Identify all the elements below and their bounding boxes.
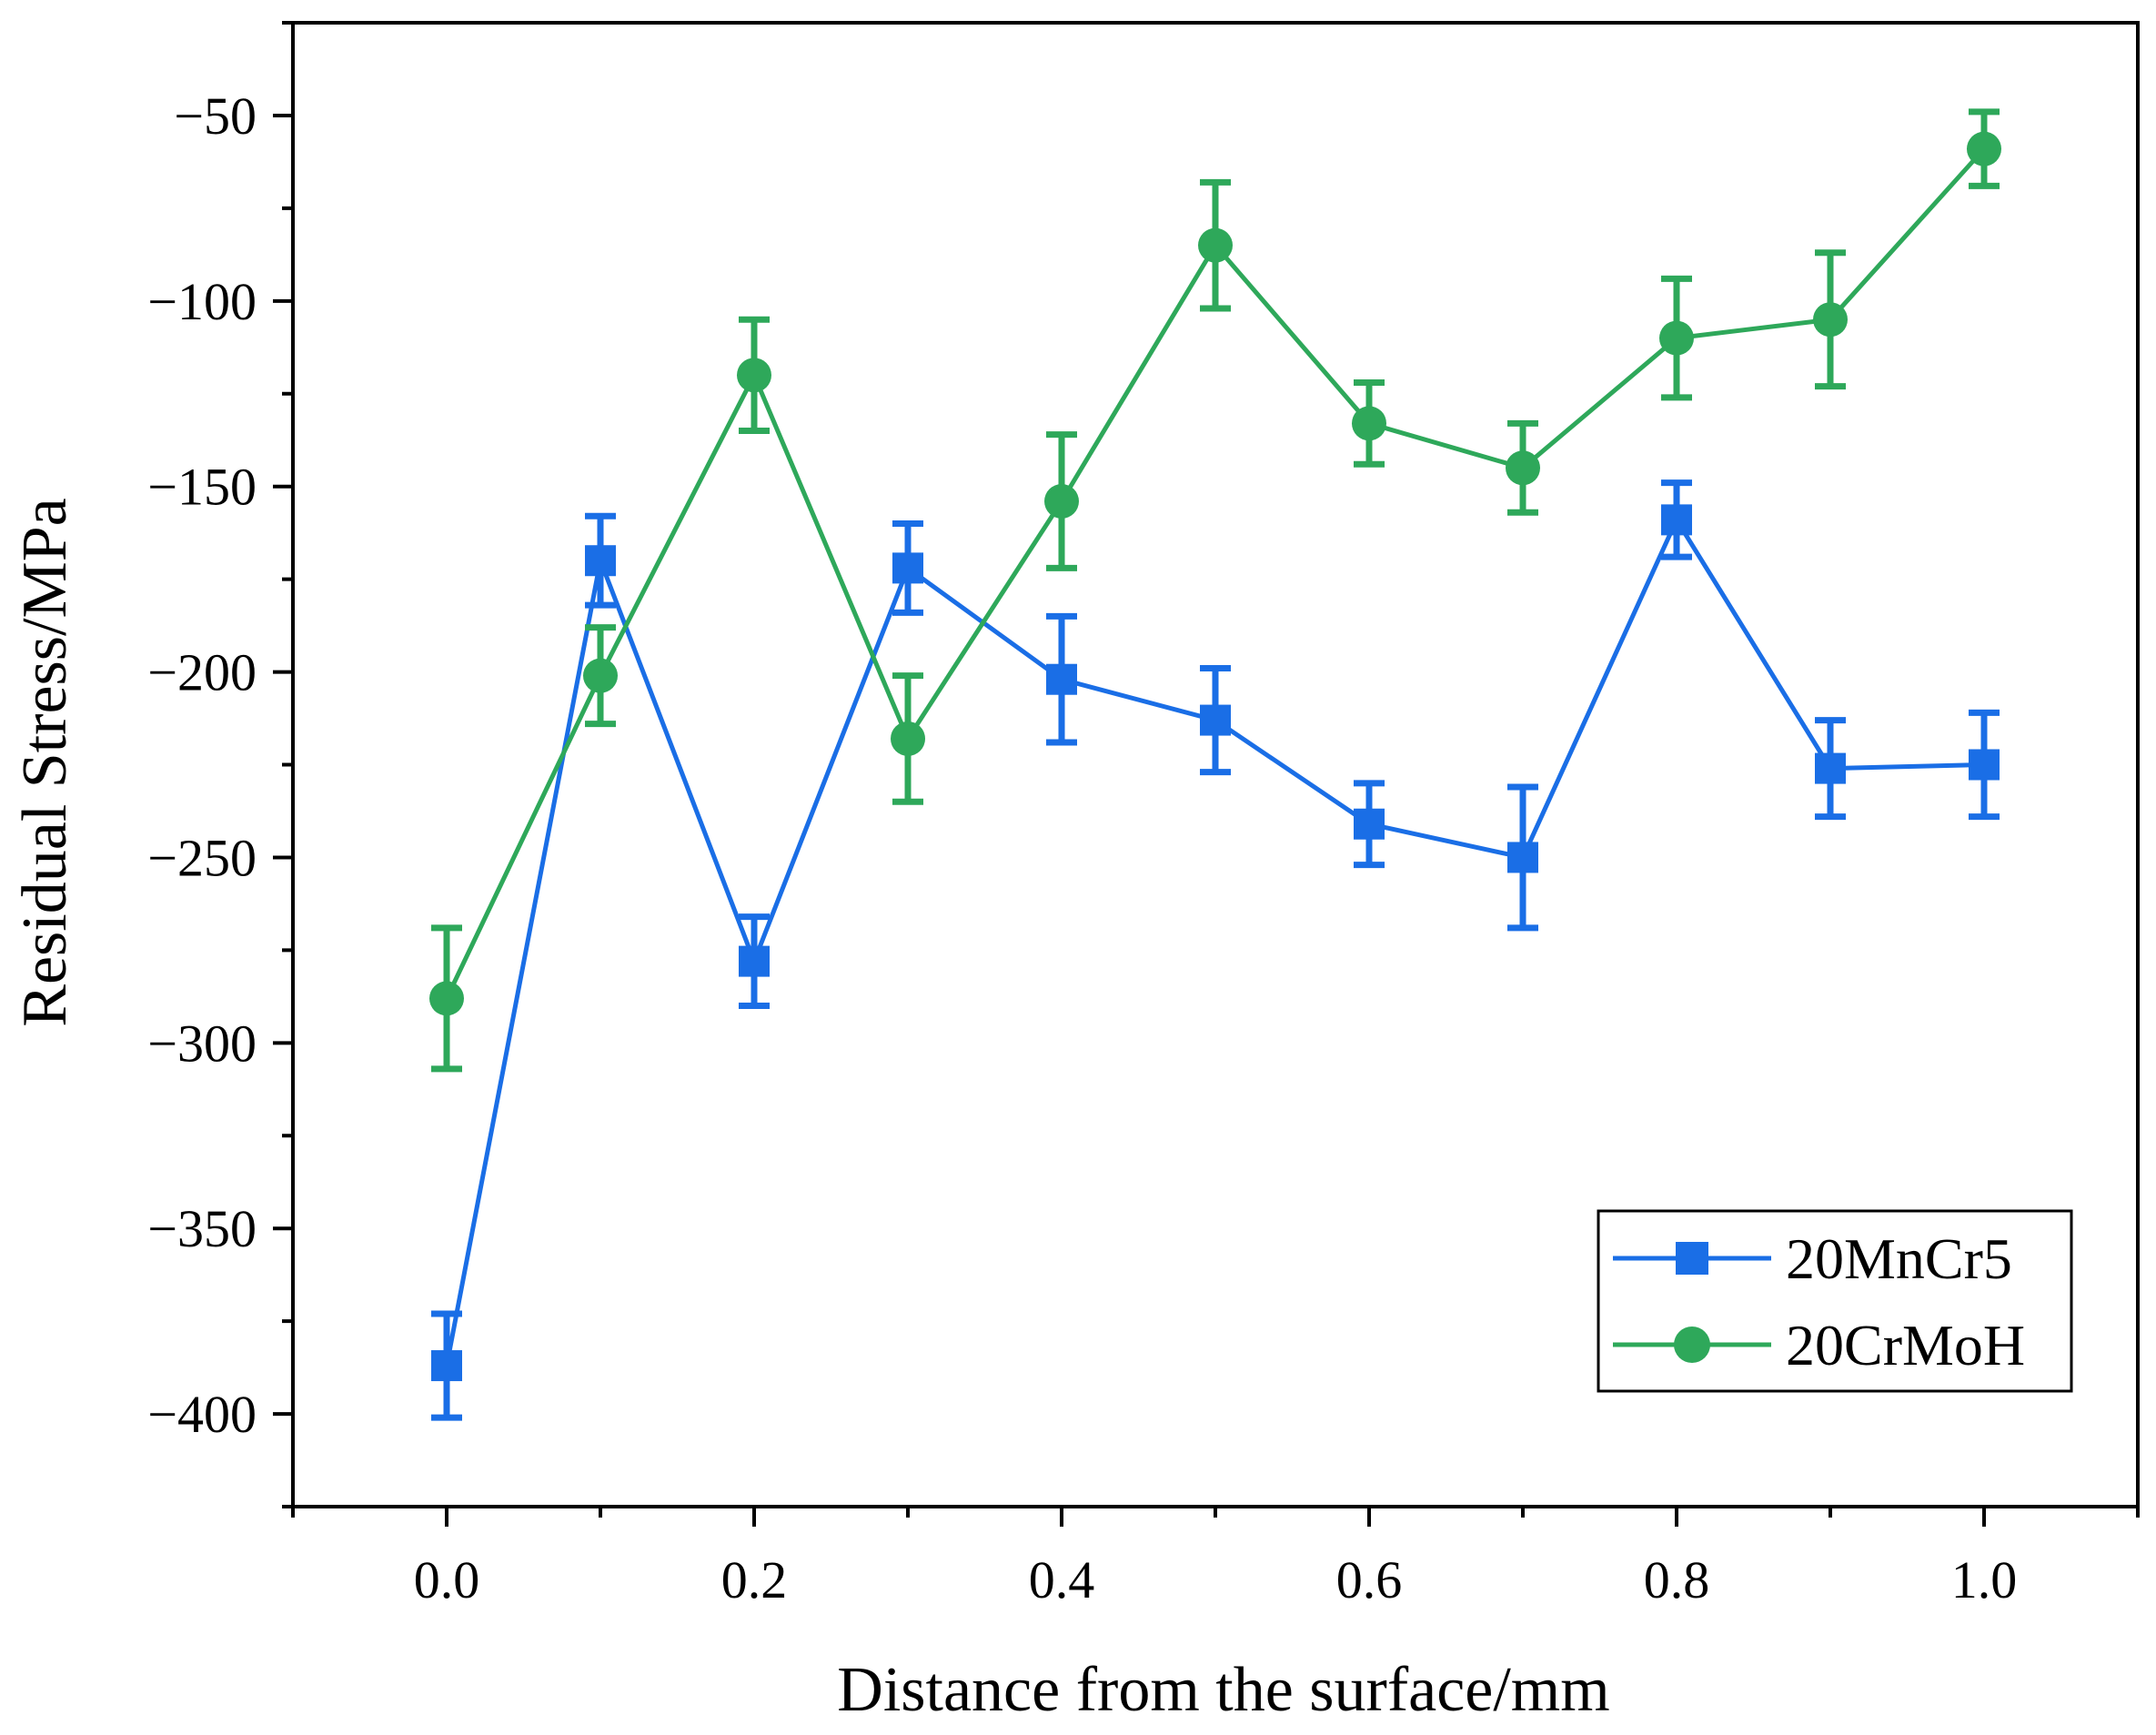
x-tick-label: 0.8 <box>1644 1550 1710 1609</box>
data-point <box>892 552 923 584</box>
y-tick-label: −150 <box>147 458 257 517</box>
data-point <box>1969 749 2000 781</box>
x-tick-label: 0.0 <box>414 1550 480 1609</box>
data-point <box>737 358 771 393</box>
data-point <box>1815 752 1846 784</box>
data-point <box>891 721 925 756</box>
data-point <box>583 658 618 693</box>
x-tick-label: 0.2 <box>721 1550 788 1609</box>
data-point <box>1354 808 1385 840</box>
data-point <box>1507 842 1538 873</box>
legend-marker <box>1674 1326 1710 1363</box>
legend-label: 20CrMoH <box>1786 1313 2025 1377</box>
legend-marker <box>1676 1242 1708 1275</box>
data-point <box>429 981 464 1016</box>
legend-label: 20MnCr5 <box>1786 1226 2012 1291</box>
y-axis-title: Residual Stress/MPa <box>10 498 80 1026</box>
y-tick-label: −250 <box>147 828 257 887</box>
x-tick-label: 1.0 <box>1951 1550 2018 1609</box>
data-point <box>1659 320 1694 356</box>
data-point <box>1198 227 1233 263</box>
data-point <box>1200 704 1231 736</box>
data-point <box>1352 406 1386 441</box>
data-point <box>585 545 616 577</box>
x-axis-title: Distance from the surface/mm <box>837 1655 1609 1725</box>
x-tick-label: 0.6 <box>1336 1550 1403 1609</box>
y-tick-label: −200 <box>147 643 257 702</box>
axis-layer: 0.0 0.2 0.4 0.6 0.8 1.0 −400 −350 −300 −250 −200 −1… <box>147 21 2140 1609</box>
y-tick-label: −100 <box>147 272 257 331</box>
series-20MnCr5 <box>431 479 2000 1421</box>
data-point <box>1967 131 2001 166</box>
data-point <box>1661 504 1692 536</box>
plot-layer <box>429 108 2001 1421</box>
x-tick-label: 0.4 <box>1029 1550 1095 1609</box>
legend-box <box>1597 1209 2073 1393</box>
series-20CrMoH <box>429 108 2001 1073</box>
y-tick-label: −50 <box>174 86 257 146</box>
data-point <box>1044 483 1079 519</box>
data-point <box>431 1350 462 1382</box>
data-point <box>1046 663 1077 695</box>
legend: 20MnCr5 20CrMoH <box>1597 1209 2073 1393</box>
data-point <box>1813 302 1848 338</box>
data-point <box>1506 450 1540 486</box>
data-point <box>739 945 770 977</box>
y-tick-label: −300 <box>147 1014 257 1073</box>
y-tick-label: −400 <box>147 1385 257 1444</box>
y-tick-label: −350 <box>147 1199 257 1258</box>
